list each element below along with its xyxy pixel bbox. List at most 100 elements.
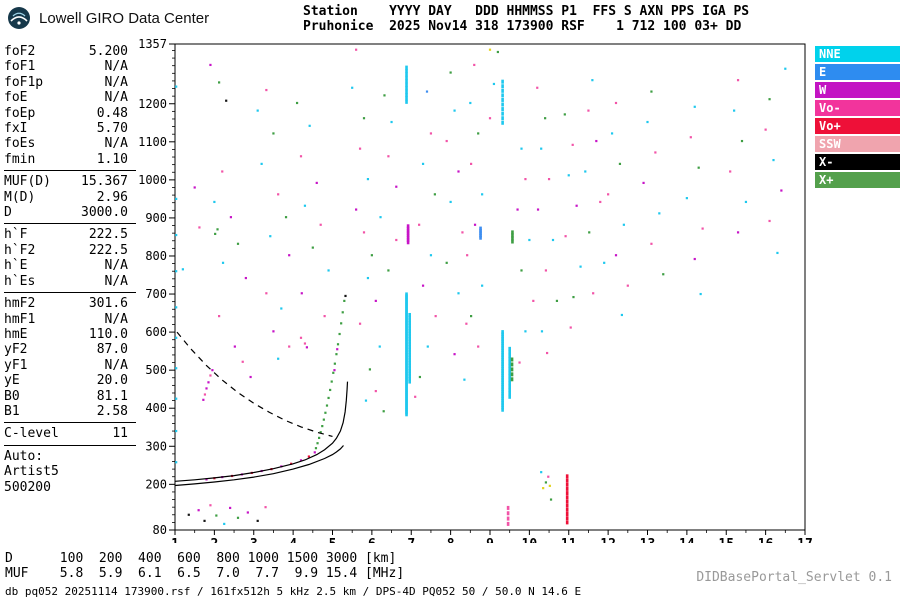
param-row-clevel: C-level 11 <box>4 426 136 441</box>
rfi-band-dot <box>501 334 504 339</box>
param-row-hme: hmE 110.0 <box>4 327 136 342</box>
echo-dot <box>288 254 291 257</box>
param-row-hmf1: hmF1 N/A <box>4 312 136 327</box>
echo-dot <box>421 284 425 287</box>
param-row-hf: h`F 222.5 <box>4 227 136 242</box>
rfi-band-dot <box>506 511 510 516</box>
echo-dot <box>693 257 696 261</box>
param-value: 1.10 <box>96 151 128 167</box>
echo-dot <box>477 132 480 135</box>
station-info-line2: Pruhonice 2025 Nov14 318 173900 RSF 1 71… <box>303 19 742 34</box>
panel-divider <box>4 292 136 294</box>
echo-dot <box>599 200 602 204</box>
param-row-yf2: yF2 87.0 <box>4 342 136 357</box>
param-value: 2.58 <box>96 403 128 419</box>
echo-dot <box>336 348 339 351</box>
echo-dot <box>693 105 696 108</box>
echo-dot <box>299 336 303 339</box>
echo-dot <box>175 429 178 433</box>
rfi-band-dot <box>508 391 511 396</box>
echo-dot <box>330 380 333 383</box>
echo-dot <box>284 216 288 219</box>
station-info-line1: Station YYYY DAY DDD HHMMSS P1 FFS S AXN… <box>303 4 750 19</box>
param-label: B0 <box>4 388 20 404</box>
y-tick-label: 500 <box>145 363 167 377</box>
echo-dot <box>203 519 206 522</box>
echo-dot <box>327 269 330 272</box>
rfi-band-dot <box>479 228 482 233</box>
echo-dot <box>567 174 570 177</box>
rfi-band-dot <box>508 374 511 379</box>
echo-dot <box>421 162 425 165</box>
echo-dot <box>211 369 214 372</box>
echo-dot <box>319 223 322 226</box>
echo-dot <box>336 343 340 346</box>
rfi-band-dot <box>501 391 504 396</box>
echo-dot <box>449 200 452 204</box>
echo-dot <box>269 235 272 238</box>
echo-dot <box>175 270 178 273</box>
echo-dot <box>697 166 700 169</box>
echo-dot <box>202 398 205 401</box>
echo-dot <box>544 269 548 272</box>
y-tick-label: 1200 <box>138 97 167 111</box>
echo-dot <box>542 487 545 490</box>
echo-dot <box>229 506 232 510</box>
echo-dot <box>303 204 307 207</box>
rfi-band-dot <box>501 368 504 373</box>
rfi-band-dot <box>565 474 569 479</box>
rfi-band-dot <box>511 236 514 241</box>
panel-divider <box>4 223 136 225</box>
echo-dot <box>333 369 336 372</box>
param-label: fxI <box>4 121 28 137</box>
echo-dot <box>329 388 332 392</box>
rfi-band-dot <box>405 69 408 74</box>
status-line: db pq052 20251114 173900.rsf / 161fx512h… <box>5 585 582 598</box>
param-row-fof2: foF2 5.200 <box>4 44 136 59</box>
echo-dot <box>473 223 477 226</box>
rfi-band-dot <box>508 363 511 368</box>
muf-row: MUF 5.8 5.9 6.1 6.5 7.0 7.7 9.9 15.4 [MH… <box>5 566 405 581</box>
panel-divider <box>4 444 136 446</box>
echo-dot <box>341 311 344 314</box>
param-label: yF1 <box>4 357 28 373</box>
param-label: fmin <box>4 151 36 167</box>
rfi-band-dot <box>501 79 504 84</box>
param-label: B1 <box>4 403 20 419</box>
echo-dot <box>374 389 377 393</box>
param-value: 3000.0 <box>81 205 128 221</box>
rfi-band-dot <box>508 370 511 375</box>
echo-dot <box>453 353 456 356</box>
echo-dot <box>338 332 341 336</box>
rfi-band-dot <box>501 339 504 344</box>
echo-dot <box>181 268 184 271</box>
param-label: C-level <box>4 426 59 442</box>
rfi-band-dot <box>408 320 411 325</box>
param-label: h`F2 <box>4 242 36 258</box>
param-row-he: h`E N/A <box>4 258 136 273</box>
echo-dot <box>175 197 178 200</box>
rfi-band-dot <box>501 97 504 102</box>
echo-dot <box>768 219 771 223</box>
rfi-band-dot <box>408 368 411 373</box>
param-value: 81.1 <box>96 388 128 404</box>
rfi-band-dot <box>565 491 569 496</box>
y-tick-label: 600 <box>145 325 167 339</box>
rfi-band-dot <box>508 377 511 382</box>
echo-dot <box>685 197 688 200</box>
x-tick-label: 6 <box>368 537 376 543</box>
rfi-band-dot <box>501 120 504 125</box>
y-tick-label: 700 <box>145 287 167 301</box>
echo-dot <box>614 101 618 105</box>
rfi-band-dot <box>408 347 411 352</box>
echo-dot <box>780 189 783 192</box>
param-label: hmF1 <box>4 311 36 327</box>
echo-dot <box>175 306 178 309</box>
x-tick-label: 5 <box>329 537 337 543</box>
echo-dot <box>453 109 456 112</box>
param-label: D <box>4 205 12 221</box>
rfi-band-dot <box>501 394 504 399</box>
param-value: 11 <box>112 426 128 442</box>
x-tick-label: 16 <box>758 537 774 543</box>
rfi-band-dot <box>565 499 569 504</box>
